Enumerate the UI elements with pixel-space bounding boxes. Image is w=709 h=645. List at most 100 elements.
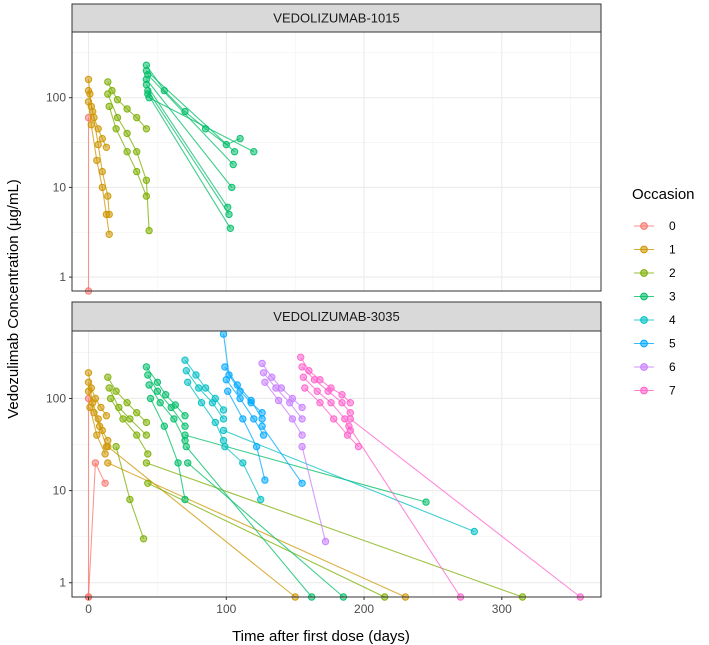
data-point [268, 373, 276, 381]
y-axis-title: Vedozulimab Concentration (µg/mL) [5, 179, 22, 419]
y-tick-label: 10 [53, 484, 67, 498]
series-line [145, 79, 233, 188]
data-point [182, 442, 191, 451]
data-point [156, 399, 164, 407]
legend-label: 1 [669, 243, 676, 257]
data-series-group [84, 330, 584, 601]
series-line [349, 418, 581, 598]
series-line [110, 398, 149, 455]
series-line [147, 374, 186, 427]
data-point [98, 183, 107, 192]
series-line [148, 97, 255, 153]
data-point [222, 376, 231, 384]
data-point [226, 224, 235, 233]
facet-panel: VEDOLIZUMAB-3035 1 10 100 [46, 301, 602, 601]
data-point [313, 387, 321, 395]
data-point [104, 442, 112, 451]
data-point [184, 459, 192, 467]
series-line [187, 381, 225, 441]
data-point [298, 403, 306, 412]
data-point [142, 431, 151, 439]
data-point [84, 369, 93, 377]
legend-label: 5 [669, 337, 676, 351]
data-point [225, 210, 233, 219]
data-point [86, 403, 94, 412]
data-point [422, 498, 430, 506]
data-point [98, 134, 107, 143]
legend-label: 7 [669, 384, 676, 398]
data-point [102, 143, 111, 152]
panel-border [71, 330, 602, 598]
panel-background [72, 331, 601, 597]
data-point [105, 230, 113, 239]
data-point [84, 98, 93, 106]
data-point [181, 356, 189, 364]
data-point [105, 102, 113, 111]
y-tick-label: 10 [53, 180, 67, 194]
data-point [142, 459, 151, 467]
data-point [126, 415, 134, 423]
legend: Occasion 0 1 2 3 4 5 6 7 [632, 186, 695, 398]
series-line [147, 90, 230, 215]
data-point [219, 426, 228, 435]
series-line [107, 462, 406, 598]
panel-background [72, 32, 601, 291]
legend-key-point [640, 245, 648, 254]
data-point [257, 495, 265, 504]
data-point [250, 415, 258, 423]
data-point [261, 378, 269, 386]
legend-label: 2 [669, 266, 676, 280]
data-point [274, 396, 283, 405]
data-point [104, 373, 112, 381]
data-point [258, 415, 266, 423]
data-point [94, 140, 102, 149]
x-tick-label: 200 [354, 602, 374, 616]
data-point [230, 148, 239, 156]
data-point [142, 80, 151, 89]
legend-entry: 1 [634, 243, 676, 257]
legend-key-point [640, 292, 648, 301]
legend-label: 4 [669, 313, 676, 327]
series-line [224, 366, 263, 420]
data-point [201, 384, 210, 392]
data-point [133, 409, 141, 417]
series-line [147, 93, 231, 229]
data-point [126, 495, 134, 504]
series-line [146, 70, 235, 153]
data-point [229, 160, 237, 169]
data-point [104, 459, 112, 467]
legend-entry: 2 [634, 266, 676, 280]
data-point [95, 422, 104, 430]
y-tick-label: 1 [59, 576, 66, 590]
data-point [259, 369, 268, 377]
series-line [146, 462, 523, 598]
series-line [261, 425, 303, 484]
x-axis: 0 100 200 300 [85, 597, 512, 616]
data-point [91, 459, 100, 467]
data-point [316, 399, 324, 407]
data-point [181, 412, 189, 420]
data-point [252, 442, 261, 451]
data-point [181, 495, 189, 504]
data-point [144, 450, 152, 458]
data-point [123, 399, 131, 407]
data-point [113, 113, 122, 122]
data-point [84, 86, 93, 95]
data-point [101, 479, 109, 487]
x-tick-label: 300 [492, 602, 512, 616]
data-point [298, 479, 306, 487]
data-point [239, 459, 247, 467]
series-line [145, 84, 229, 208]
legend-label: 0 [669, 219, 676, 233]
data-point [288, 415, 297, 423]
data-point [139, 535, 148, 543]
data-point [112, 387, 120, 395]
data-point [181, 431, 189, 439]
data-point [219, 436, 228, 445]
data-point [84, 378, 93, 386]
data-point [330, 415, 338, 423]
data-point [197, 399, 206, 407]
data-point [123, 105, 131, 113]
data-point [247, 396, 255, 405]
data-point [310, 376, 319, 384]
